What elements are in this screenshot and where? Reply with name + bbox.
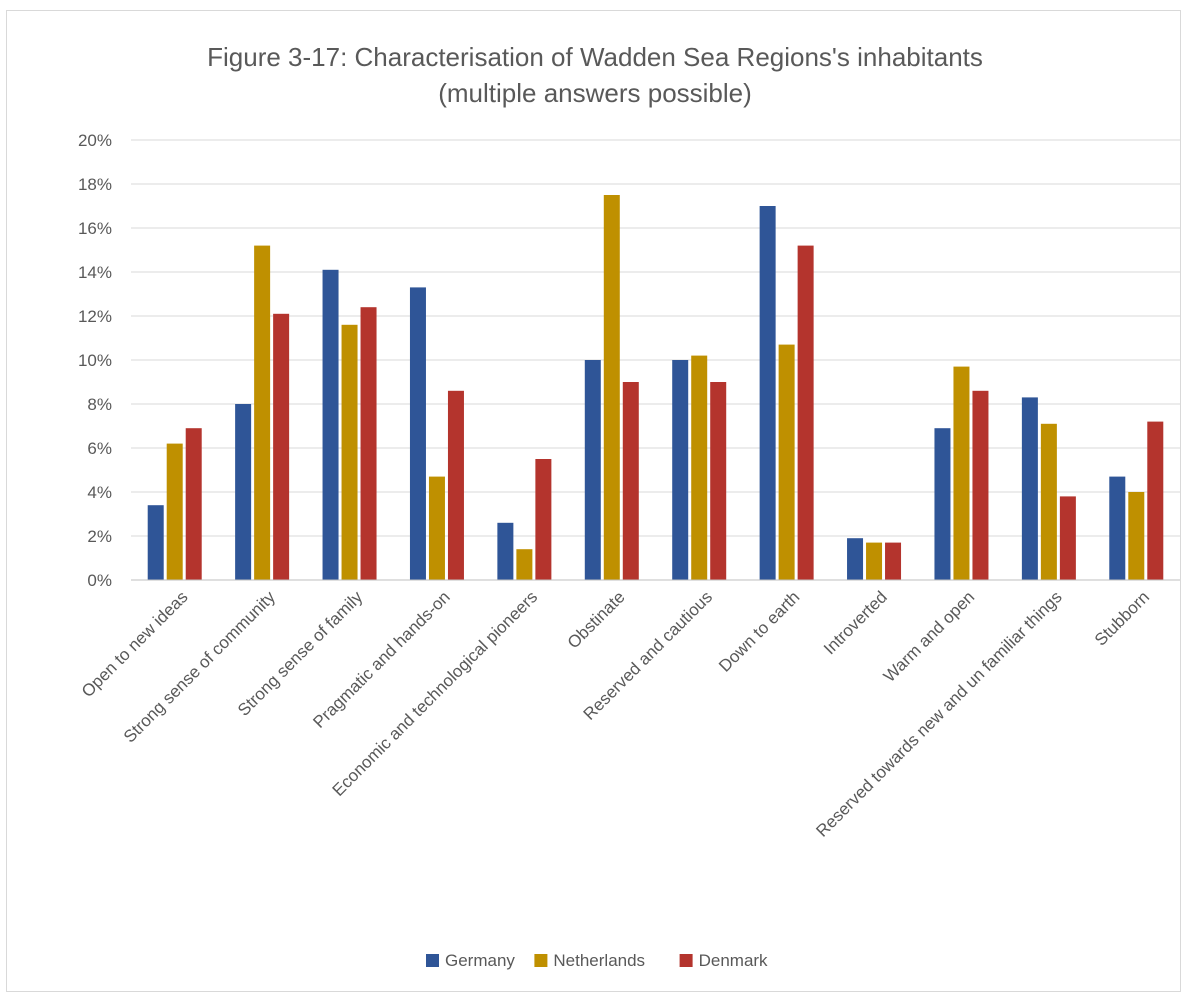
bar-netherlands xyxy=(778,344,795,580)
bar-germany xyxy=(1109,476,1126,580)
legend-label-germany: Germany xyxy=(445,951,515,970)
bar-denmark xyxy=(797,245,814,580)
bar-netherlands xyxy=(254,245,271,580)
y-tick-label: 6% xyxy=(87,439,112,458)
gridlines xyxy=(131,139,1180,537)
bar-germany xyxy=(322,269,339,580)
bar-denmark xyxy=(885,542,902,580)
y-tick-label: 14% xyxy=(78,263,112,282)
bar-germany xyxy=(409,287,426,580)
bar-netherlands xyxy=(866,542,883,580)
bar-netherlands xyxy=(166,443,183,580)
bar-germany xyxy=(672,360,689,580)
y-tick-label: 2% xyxy=(87,527,112,546)
legend-swatch-netherlands xyxy=(534,954,548,967)
bar-germany xyxy=(847,538,864,580)
bar-netherlands xyxy=(953,366,970,580)
x-category-label: Down to earth xyxy=(715,587,803,675)
y-tick-label: 20% xyxy=(78,131,112,150)
bar-denmark xyxy=(273,313,290,580)
y-tick-label: 12% xyxy=(78,307,112,326)
bar-denmark xyxy=(185,428,202,580)
legend-label-netherlands: Netherlands xyxy=(553,951,645,970)
y-tick-label: 16% xyxy=(78,219,112,238)
y-tick-label: 8% xyxy=(87,395,112,414)
bar-denmark xyxy=(535,459,552,580)
x-category-label: Stubborn xyxy=(1091,587,1153,649)
bar-germany xyxy=(497,522,514,580)
y-tick-label: 10% xyxy=(78,351,112,370)
legend: Germany Netherlands Denmark xyxy=(426,951,768,970)
bars xyxy=(147,195,1164,580)
bar-denmark xyxy=(622,382,639,580)
legend-label-denmark: Denmark xyxy=(699,951,768,970)
legend-swatch-denmark xyxy=(679,954,693,967)
bar-netherlands xyxy=(341,324,358,580)
x-category-label: Warm and open xyxy=(880,587,979,686)
legend-swatch-germany xyxy=(426,954,439,967)
bar-netherlands xyxy=(516,549,533,580)
bar-netherlands xyxy=(1128,492,1145,580)
x-category-label: Introverted xyxy=(820,587,891,658)
bar-netherlands xyxy=(691,355,708,580)
bar-denmark xyxy=(1059,496,1076,580)
y-tick-label: 0% xyxy=(87,571,112,590)
bar-denmark xyxy=(710,382,727,580)
chart-title-line-2: (multiple answers possible) xyxy=(438,78,752,108)
bar-netherlands xyxy=(603,195,620,580)
bar-germany xyxy=(759,206,776,580)
chart-title-line-1: Figure 3-17: Characterisation of Wadden … xyxy=(207,42,983,72)
bar-germany xyxy=(147,505,164,580)
bar-denmark xyxy=(972,390,989,580)
y-axis-ticks: 0% 2% 4% 6% 8% 10% 12% 14% 16% 18% 20% xyxy=(78,131,112,590)
bar-denmark xyxy=(447,390,464,580)
x-category-label: Obstinate xyxy=(564,587,629,652)
y-tick-label: 4% xyxy=(87,483,112,502)
bar-germany xyxy=(1021,397,1038,580)
bar-netherlands xyxy=(1040,423,1057,580)
bar-denmark xyxy=(360,307,377,580)
bar-germany xyxy=(235,404,252,580)
bar-netherlands xyxy=(428,476,445,580)
y-tick-label: 18% xyxy=(78,175,112,194)
bar-denmark xyxy=(1147,421,1164,580)
bar-germany xyxy=(584,360,601,580)
x-category-label: Strong sense of community xyxy=(120,587,279,746)
bar-germany xyxy=(934,428,951,580)
